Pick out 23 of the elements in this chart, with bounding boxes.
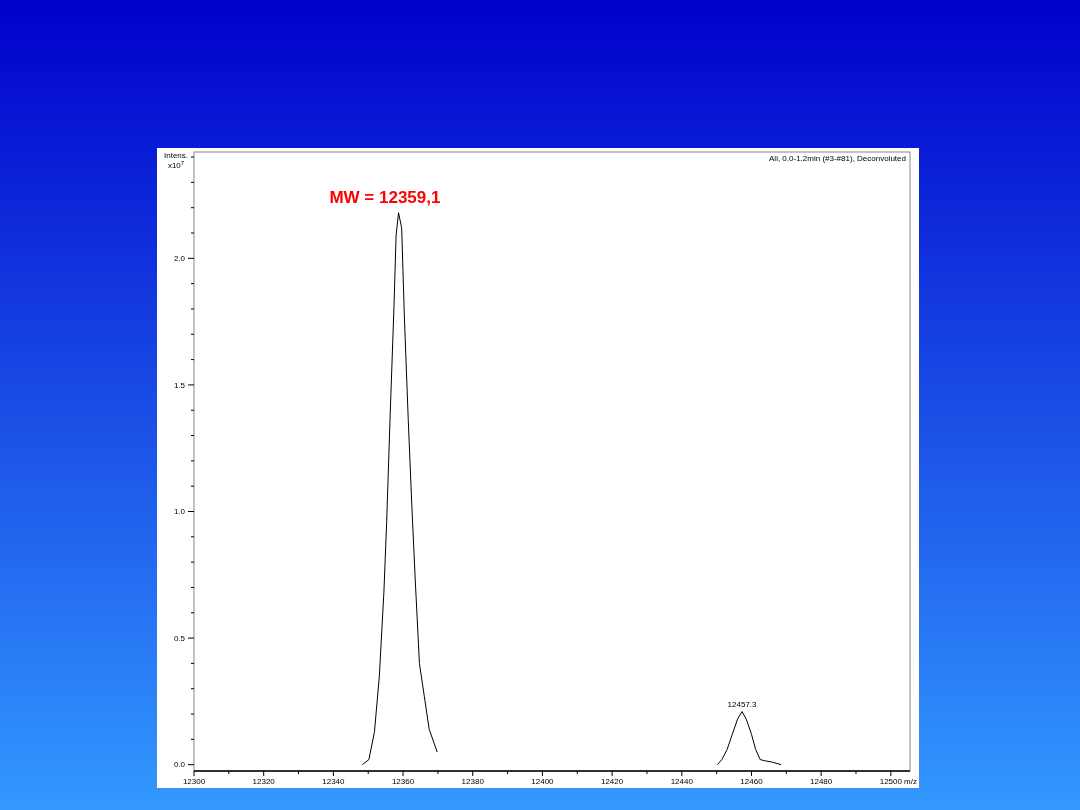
- y-axis-title: Intens. x10$^{7}$: [163, 151, 189, 170]
- line-series: [716, 711, 782, 766]
- y-tick-label: 1.0: [173, 507, 186, 517]
- y-tick-label: 0.5: [173, 633, 186, 643]
- y-tick-label: 0.0: [173, 760, 186, 770]
- x-tick-label: 12400: [531, 777, 555, 786]
- x-tick-label: 12480: [810, 777, 833, 786]
- x-tick-label: 12340: [322, 777, 346, 786]
- x-tick-label: 12320: [252, 777, 276, 786]
- x-tick-label: 12380: [461, 777, 485, 786]
- x-tick-label: 12500: [879, 777, 903, 786]
- annotation: MW = 12359,1: [329, 187, 441, 207]
- y-tick-label: 2.0: [173, 254, 186, 264]
- y-tick-label: 1.5: [173, 380, 186, 390]
- x-axis-title: m/z: [904, 777, 917, 786]
- x-tick-label: 12300: [182, 777, 206, 786]
- line-series: [361, 212, 438, 766]
- x-tick-label: 12360: [391, 777, 415, 786]
- annotation: All, 0.0-1.2min (#3-#81), Deconvoluted: [769, 154, 906, 163]
- annotation: 12457.3: [727, 699, 758, 709]
- x-tick-label: 12460: [740, 777, 764, 786]
- x-tick-label: 12440: [670, 777, 694, 786]
- x-tick-label: 12420: [600, 777, 624, 786]
